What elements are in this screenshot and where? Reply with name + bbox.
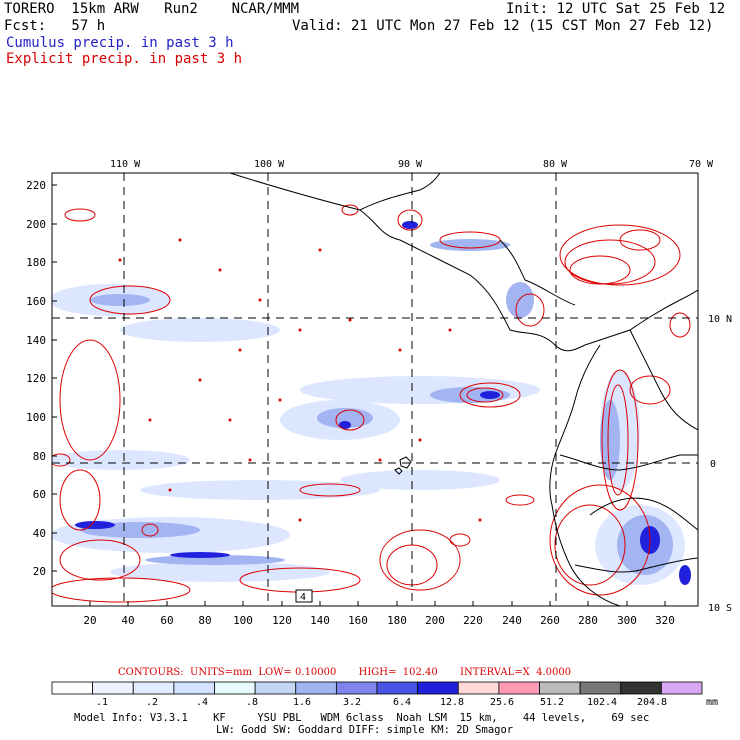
x-tick-180: 180: [387, 614, 407, 627]
map-frame: [51, 172, 699, 607]
x-tick-80: 80: [198, 614, 211, 627]
y-tick-140: 140: [26, 334, 46, 347]
x-tick-20: 20: [83, 614, 96, 627]
lon-label-110w: 110 W: [110, 159, 141, 170]
y-tick-100: 100: [26, 411, 46, 424]
colorbar-swatch-1: [92, 681, 134, 695]
explicit-precip-scatter: [118, 238, 482, 522]
init-time: Init: 12 UTC Sat 25 Feb 12: [506, 1, 726, 17]
x-tick-300: 300: [617, 614, 637, 627]
x-tick-120: 120: [272, 614, 292, 627]
colorbar-swatch-13: [579, 681, 622, 695]
cbar-label-10: 102.4: [587, 697, 617, 708]
lon-label-80w: 80 W: [543, 159, 568, 170]
model-info: Model Info: V3.3.1 KF YSU PBL WDM 6class…: [74, 712, 650, 724]
y-tick-160: 160: [26, 295, 46, 308]
x-axis: 20 40 60 80 100 120 140 160 180 200 220 …: [83, 614, 675, 627]
explicit-precip-label: Explicit precip. in past 3 h: [6, 51, 243, 67]
y-tick-180: 180: [26, 256, 46, 269]
colorbar: [51, 681, 703, 695]
cbar-label-0: .1: [96, 697, 108, 708]
coastline: [229, 173, 698, 606]
x-tick-40: 40: [121, 614, 134, 627]
physics-info: LW: Godd SW: Goddard DIFF: simple KM: 2D…: [216, 724, 514, 736]
x-tick-260: 260: [540, 614, 560, 627]
y-axis: 20 40 60 80 100 120 140 160 180 200 220: [26, 179, 46, 578]
y-tick-20: 20: [33, 565, 46, 578]
colorbar-swatch-7: [335, 681, 378, 695]
y-tick-200: 200: [26, 218, 46, 231]
y-tick-120: 120: [26, 372, 46, 385]
colorbar-swatch-2: [132, 681, 175, 695]
y-tick-60: 60: [33, 488, 46, 501]
colorbar-swatch-0: [51, 681, 94, 695]
latlon-grid: [52, 173, 698, 606]
colorbar-swatch-8: [376, 681, 419, 695]
colorbar-swatch-15: [660, 681, 703, 695]
colorbar-swatch-11: [498, 681, 540, 695]
colorbar-swatch-6: [295, 681, 337, 695]
x-tick-200: 200: [425, 614, 445, 627]
x-tick-280: 280: [578, 614, 598, 627]
cbar-label-3: .8: [246, 697, 258, 708]
lat-label-10n: 10 N: [708, 314, 732, 325]
x-tick-140: 140: [310, 614, 330, 627]
cumulus-precip-heavy: [75, 221, 691, 585]
x-tick-240: 240: [502, 614, 522, 627]
cbar-label-8: 25.6: [490, 697, 514, 708]
lon-label-90w: 90 W: [398, 159, 423, 170]
x-tick-160: 160: [348, 614, 368, 627]
y-tick-40: 40: [33, 527, 46, 540]
colorbar-swatch-10: [457, 681, 500, 695]
x-tick-320: 320: [655, 614, 675, 627]
cumulus-precip-label: Cumulus precip. in past 3 h: [6, 35, 234, 51]
y-tick-220: 220: [26, 179, 46, 192]
cbar-label-11: 204.8: [637, 697, 667, 708]
lon-label-100w: 100 W: [254, 159, 285, 170]
grid-box-label: 4: [300, 592, 306, 603]
cbar-label-9: 51.2: [540, 697, 564, 708]
explicit-precip-contours: [52, 204, 691, 603]
contours-info: CONTOURS: UNITS=mm LOW= 0.10000 HIGH= 10…: [118, 667, 572, 678]
cbar-label-7: 12.8: [440, 697, 464, 708]
cbar-label-6: 6.4: [393, 697, 411, 708]
model-title: TORERO 15km ARW Run2 NCAR/MMM: [4, 1, 300, 17]
lat-label-0: 0: [710, 459, 716, 470]
x-tick-100: 100: [233, 614, 253, 627]
colorbar-swatch-12: [539, 681, 581, 695]
cbar-label-5: 3.2: [343, 697, 361, 708]
colorbar-swatch-14: [620, 681, 662, 695]
valid-time: Valid: 21 UTC Mon 27 Feb 12 (15 CST Mon …: [292, 18, 714, 34]
cbar-label-2: .4: [196, 697, 208, 708]
cbar-label-4: 1.6: [293, 697, 311, 708]
grid-box: [295, 589, 313, 603]
x-tick-220: 220: [463, 614, 483, 627]
colorbar-swatch-5: [254, 681, 297, 695]
cumulus-precip-shading: [52, 284, 685, 585]
x-tick-60: 60: [160, 614, 173, 627]
colorbar-swatch-3: [173, 681, 215, 695]
colorbar-labels: .1 .2 .4 .8 1.6 3.2 6.4 12.8 25.6 51.2 1…: [96, 697, 667, 708]
y-tick-80: 80: [33, 450, 46, 463]
forecast-hour: Fcst: 57 h: [4, 18, 106, 34]
colorbar-swatch-9: [417, 681, 459, 695]
lon-label-70w: 70 W: [689, 159, 714, 170]
lat-label-10s: 10 S: [708, 603, 732, 614]
cbar-label-1: .2: [146, 697, 158, 708]
colorbar-units: mm: [706, 697, 718, 708]
colorbar-swatch-4: [214, 681, 256, 695]
